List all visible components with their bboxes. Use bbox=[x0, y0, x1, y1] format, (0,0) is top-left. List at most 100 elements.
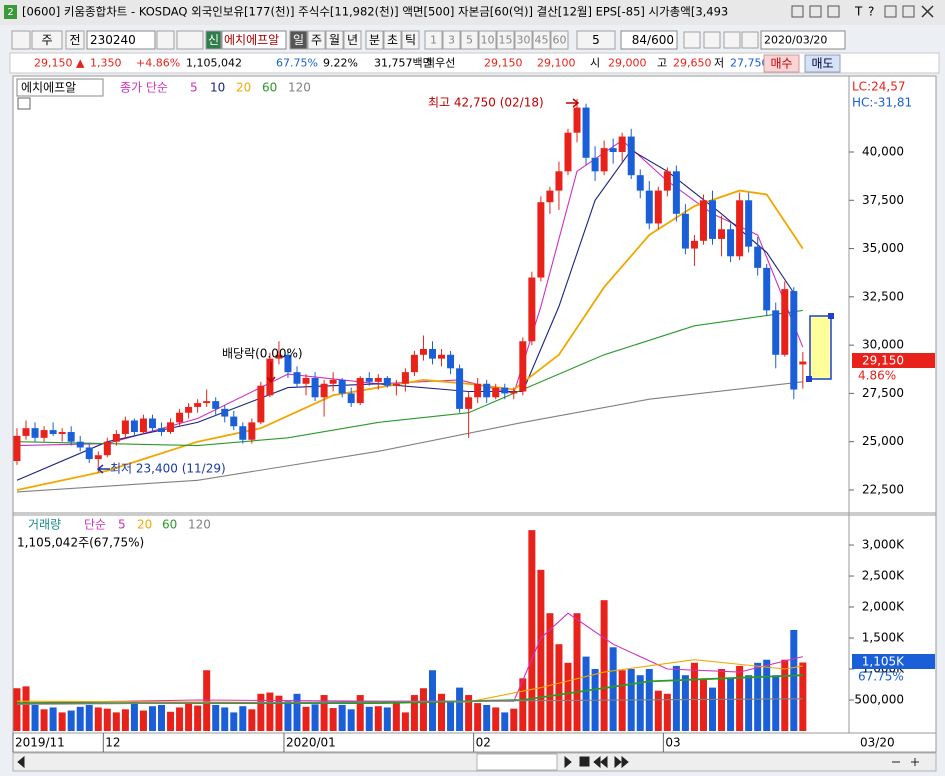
minute-button[interactable]: 45 bbox=[535, 34, 549, 47]
volume-bar bbox=[474, 703, 482, 731]
unit-button[interactable]: 틱 bbox=[405, 33, 416, 47]
tool-button[interactable] bbox=[703, 31, 721, 49]
tool-button[interactable] bbox=[683, 31, 701, 49]
candle-body bbox=[790, 291, 798, 390]
unit-button[interactable]: 일 bbox=[293, 33, 304, 47]
volume-bar bbox=[311, 704, 319, 731]
volume-bar bbox=[456, 687, 464, 731]
buy-button-box[interactable] bbox=[763, 54, 800, 73]
volume-bar bbox=[528, 530, 536, 731]
unit-button[interactable]: 월 bbox=[329, 33, 340, 47]
minimize-button[interactable] bbox=[884, 5, 897, 18]
minute-button[interactable]: 5 bbox=[466, 34, 473, 47]
code-input-box[interactable] bbox=[86, 30, 156, 50]
minute-button[interactable]: 15 bbox=[499, 34, 513, 47]
sell-button-box[interactable] bbox=[804, 54, 841, 73]
volume-bar bbox=[699, 678, 707, 731]
new-badge-box[interactable] bbox=[205, 30, 222, 50]
unit-button-box[interactable] bbox=[365, 30, 384, 50]
candle-body bbox=[203, 401, 211, 404]
minute-button[interactable]: 3 bbox=[448, 34, 455, 47]
search-button[interactable] bbox=[156, 30, 175, 50]
unit-button-box[interactable] bbox=[343, 30, 362, 50]
volume-bar bbox=[230, 712, 238, 731]
date[interactable]: 2020/03/20 bbox=[764, 34, 827, 47]
minute-button-box[interactable] bbox=[424, 30, 443, 50]
help-button[interactable]: ? bbox=[868, 5, 874, 19]
tool-button[interactable] bbox=[741, 31, 759, 49]
unit-button[interactable]: 초 bbox=[387, 33, 398, 47]
unit-button[interactable]: 년 bbox=[347, 33, 358, 47]
minute-button-box[interactable] bbox=[532, 30, 551, 50]
x-tick-label: 2019/11 bbox=[15, 736, 65, 750]
candle-body bbox=[419, 348, 427, 355]
quote-open-label: 시 bbox=[590, 57, 600, 70]
candle-body bbox=[221, 408, 229, 417]
period-select-box[interactable] bbox=[31, 30, 63, 50]
minute-button-box[interactable] bbox=[478, 30, 497, 50]
volume-bar bbox=[654, 690, 662, 731]
new-badge[interactable]: 신 bbox=[208, 33, 219, 47]
volume-bar bbox=[112, 712, 120, 731]
high-arrow bbox=[566, 98, 580, 108]
scroll-controls[interactable] bbox=[17, 755, 919, 769]
candle-body bbox=[40, 430, 48, 438]
unit-button[interactable]: 분 bbox=[369, 33, 380, 47]
count-select-box[interactable] bbox=[576, 30, 616, 50]
icon-button[interactable] bbox=[809, 5, 822, 18]
buy-button[interactable]: 매수 bbox=[770, 57, 792, 71]
minute-button-box[interactable] bbox=[550, 30, 569, 50]
minute-button-box[interactable] bbox=[460, 30, 479, 50]
quote-high-label: 고 bbox=[657, 57, 667, 70]
volume-bar bbox=[67, 710, 75, 731]
minute-button[interactable]: 30 bbox=[517, 34, 531, 47]
period-select[interactable]: 주 bbox=[41, 33, 52, 47]
candle-body bbox=[510, 391, 518, 394]
count-select[interactable]: 5 bbox=[592, 33, 600, 47]
quote-amount: 31,757백만 bbox=[374, 57, 433, 70]
icon-button[interactable] bbox=[827, 5, 840, 18]
adjust-button[interactable]: 전 bbox=[69, 33, 80, 47]
unit-button-box[interactable] bbox=[401, 30, 420, 50]
sell-button[interactable]: 매도 bbox=[811, 57, 833, 71]
unit-button-box[interactable] bbox=[383, 30, 402, 50]
minute-button-box[interactable] bbox=[442, 30, 461, 50]
maximize-button[interactable] bbox=[902, 5, 915, 18]
adjust-button-box[interactable] bbox=[65, 30, 85, 50]
minute-button[interactable]: 1 bbox=[430, 34, 437, 47]
unit-button-box[interactable] bbox=[289, 30, 308, 50]
legend-entry: 60 bbox=[162, 518, 177, 532]
price-marker-label: 29,150 bbox=[862, 354, 904, 368]
close-button[interactable] bbox=[921, 5, 934, 18]
y-tick-label: 25,000 bbox=[862, 434, 904, 448]
minute-button-box[interactable] bbox=[496, 30, 515, 50]
volume-marker bbox=[852, 654, 935, 669]
volume-bar bbox=[329, 708, 337, 731]
legend-entry: 5 bbox=[190, 81, 198, 95]
projection-handle[interactable] bbox=[828, 313, 834, 319]
chart-type-button[interactable] bbox=[11, 30, 31, 50]
unit-button[interactable]: 주 bbox=[311, 33, 322, 47]
tool-button[interactable] bbox=[723, 31, 741, 49]
candle-body bbox=[582, 107, 590, 158]
candle-body bbox=[681, 213, 689, 249]
unit-button-box[interactable] bbox=[307, 30, 326, 50]
quote-turnover: 9.22% bbox=[323, 57, 358, 70]
sound-button[interactable] bbox=[176, 30, 204, 50]
projection-handle[interactable] bbox=[806, 376, 812, 382]
icon-button[interactable] bbox=[791, 5, 804, 18]
code-input[interactable]: 230240 bbox=[90, 33, 136, 47]
volume-bar bbox=[582, 656, 590, 731]
font-button[interactable]: T bbox=[854, 5, 863, 19]
minute-button[interactable]: 60 bbox=[553, 34, 567, 47]
minute-button-box[interactable] bbox=[514, 30, 533, 50]
candle-body bbox=[591, 157, 599, 172]
date-box[interactable] bbox=[760, 30, 846, 50]
minute-button[interactable]: 10 bbox=[481, 34, 495, 47]
volume-bar bbox=[40, 709, 48, 731]
unit-button-box[interactable] bbox=[325, 30, 344, 50]
scrollbar[interactable] bbox=[12, 752, 937, 772]
volume-marker-label: 1,105K bbox=[862, 655, 905, 669]
calc-icon[interactable] bbox=[17, 97, 31, 110]
scroll-thumb[interactable] bbox=[476, 753, 558, 771]
